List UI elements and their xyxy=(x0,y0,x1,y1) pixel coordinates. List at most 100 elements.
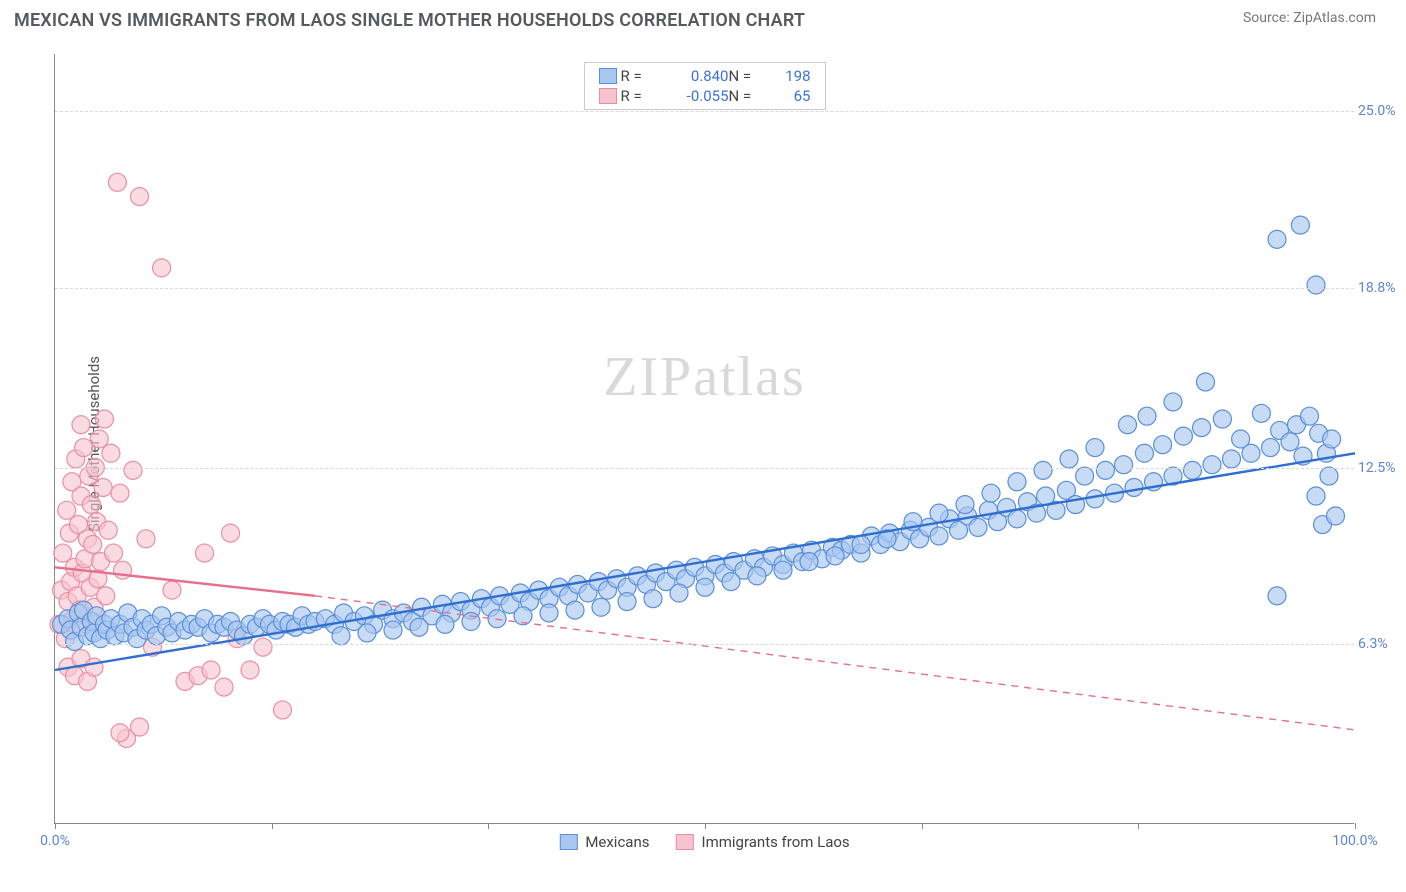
laos-point xyxy=(85,658,103,676)
mexicans-point xyxy=(1252,404,1270,422)
mexicans-point xyxy=(969,518,987,536)
mexicans-point xyxy=(1076,467,1094,485)
legend-label: Mexicans xyxy=(585,833,649,851)
mexicans-point xyxy=(956,496,974,514)
laos-point xyxy=(82,496,100,514)
mexicans-point xyxy=(1291,216,1309,234)
legend-N-val: 198 xyxy=(765,67,811,85)
laos-point xyxy=(241,661,259,679)
mexicans-point xyxy=(1323,430,1341,448)
laos-point xyxy=(111,484,129,502)
mexicans-point xyxy=(826,547,844,565)
scatter-svg xyxy=(55,54,1354,823)
mexicans-point xyxy=(1060,450,1078,468)
x-tick xyxy=(55,823,56,829)
plot-area: ZIPatlas R =0.840N =198R =-0.055N =65 Me… xyxy=(54,54,1354,824)
mexicans-point xyxy=(540,604,558,622)
laos-point xyxy=(102,444,120,462)
laos-point xyxy=(163,581,181,599)
x-tick xyxy=(272,823,273,829)
mexicans-point xyxy=(852,536,870,554)
laos-trend-dashed xyxy=(315,596,1355,730)
legend-swatch xyxy=(559,834,577,850)
legend-N-label: N = xyxy=(729,67,765,85)
laos-point xyxy=(97,587,115,605)
legend-swatch xyxy=(676,834,694,850)
legend-N-label: N = xyxy=(729,87,765,105)
x-tick-label: 0.0% xyxy=(40,833,70,849)
mexicans-point xyxy=(1125,478,1143,496)
laos-point xyxy=(222,524,240,542)
mexicans-point xyxy=(1307,276,1325,294)
mexicans-trend xyxy=(55,453,1355,670)
mexicans-point xyxy=(1135,444,1153,462)
mexicans-point xyxy=(358,624,376,642)
legend-swatch xyxy=(599,68,617,84)
legend-item: Mexicans xyxy=(559,833,649,851)
mexicans-point xyxy=(1327,507,1345,525)
mexicans-point xyxy=(930,527,948,545)
legend-R-val: 0.840 xyxy=(659,67,729,85)
y-tick-label: 12.5% xyxy=(1358,460,1406,476)
y-tick-label: 25.0% xyxy=(1358,103,1406,119)
correlation-legend: R =0.840N =198R =-0.055N =65 xyxy=(584,62,826,110)
mexicans-point xyxy=(1268,587,1286,605)
laos-point xyxy=(84,536,102,554)
laos-point xyxy=(105,544,123,562)
mexicans-point xyxy=(436,615,454,633)
mexicans-point xyxy=(1307,487,1325,505)
mexicans-point xyxy=(410,618,428,636)
laos-point xyxy=(153,259,171,277)
laos-point xyxy=(58,501,76,519)
mexicans-point xyxy=(1034,461,1052,479)
laos-point xyxy=(72,416,90,434)
chart-title: MEXICAN VS IMMIGRANTS FROM LAOS SINGLE M… xyxy=(14,10,805,31)
mexicans-point xyxy=(1008,473,1026,491)
laos-point xyxy=(54,544,72,562)
mexicans-point xyxy=(1164,393,1182,411)
mexicans-point xyxy=(332,627,350,645)
laos-point xyxy=(254,638,272,656)
legend-R-val: -0.055 xyxy=(659,87,729,105)
laos-point xyxy=(94,478,112,496)
mexicans-point xyxy=(800,553,818,571)
laos-point xyxy=(111,724,129,742)
legend-swatch xyxy=(599,88,617,104)
mexicans-point xyxy=(1008,510,1026,528)
mexicans-point xyxy=(1223,450,1241,468)
x-tick-label: 100.0% xyxy=(1332,833,1377,849)
mexicans-point xyxy=(696,578,714,596)
laos-point xyxy=(99,521,117,539)
mexicans-point xyxy=(1268,230,1286,248)
mexicans-point xyxy=(930,504,948,522)
gridline-h xyxy=(55,644,1354,645)
mexicans-point xyxy=(1086,490,1104,508)
mexicans-point xyxy=(748,567,766,585)
series-legend: Mexicans Immigrants from Laos xyxy=(559,833,849,851)
chart-container: Single Mother Households ZIPatlas R =0.8… xyxy=(14,44,1392,844)
mexicans-point xyxy=(1096,461,1114,479)
mexicans-point xyxy=(1242,444,1260,462)
laos-point xyxy=(274,701,292,719)
mexicans-point xyxy=(618,593,636,611)
mexicans-point xyxy=(1301,407,1319,425)
mexicans-point xyxy=(1320,467,1338,485)
mexicans-point xyxy=(1281,433,1299,451)
laos-point xyxy=(202,661,220,679)
gridline-h xyxy=(55,468,1354,469)
x-tick xyxy=(1138,823,1139,829)
chart-header: MEXICAN VS IMMIGRANTS FROM LAOS SINGLE M… xyxy=(0,0,1406,37)
mexicans-point xyxy=(1184,461,1202,479)
mexicans-point xyxy=(722,573,740,591)
chart-source: Source: ZipAtlas.com xyxy=(1243,10,1376,26)
mexicans-point xyxy=(1115,456,1133,474)
mexicans-point xyxy=(1119,416,1137,434)
laos-point xyxy=(131,188,149,206)
gridline-h xyxy=(55,111,1354,112)
x-tick xyxy=(1355,823,1356,829)
laos-point xyxy=(108,173,126,191)
mexicans-point xyxy=(774,561,792,579)
laos-point xyxy=(137,530,155,548)
laos-point xyxy=(124,461,142,479)
legend-label: Immigrants from Laos xyxy=(702,833,850,851)
